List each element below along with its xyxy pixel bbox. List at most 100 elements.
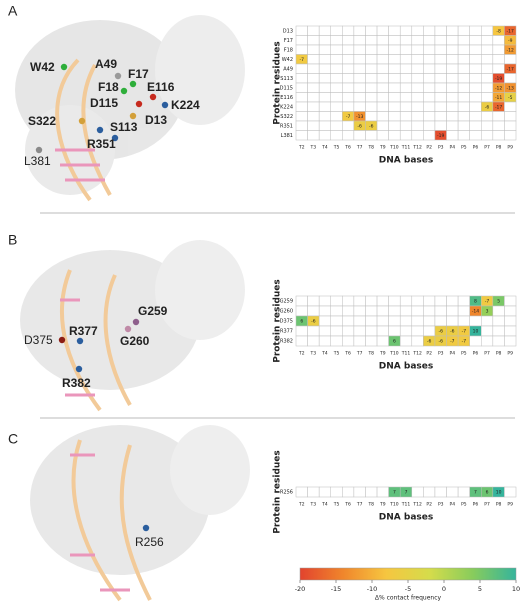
empty-cell [446,73,459,84]
colorbar [299,567,517,581]
residue-dot [60,63,68,71]
empty-cell [399,101,413,112]
empty-cell [411,325,424,337]
empty-cell [423,73,436,84]
empty-cell [399,73,413,84]
empty-cell [434,486,447,498]
empty-cell [446,486,459,498]
empty-cell [434,73,447,84]
empty-cell [295,335,308,347]
x-tick-label: T8 [367,351,374,357]
residue-label: D115 [90,96,118,110]
empty-cell [330,305,343,317]
empty-cell [446,35,459,46]
empty-cell [423,120,436,131]
cell-label: 8 [474,299,477,305]
residue-dot [149,93,157,101]
empty-cell [434,305,447,317]
empty-cell [411,130,424,141]
empty-cell [423,295,436,307]
empty-cell [399,82,413,93]
x-tick-label: T12 [412,145,422,151]
x-tick-label: P4 [450,351,456,357]
empty-cell [365,295,378,307]
empty-cell [423,325,436,337]
empty-cell [469,44,482,55]
empty-cell [330,120,343,131]
empty-cell [492,35,505,46]
empty-cell [330,44,343,55]
cell-label: 5 [497,299,500,305]
panel-label: C [8,431,18,447]
empty-cell [388,63,401,74]
empty-cell [376,101,389,112]
residue-label: R256 [135,535,164,549]
empty-cell [481,335,494,347]
empty-cell [388,35,401,46]
y-tick-label: A49 [283,66,293,72]
empty-cell [481,92,494,103]
empty-cell [399,305,413,317]
x-tick-label: P6 [473,502,479,508]
y-tick-label: L381 [281,133,293,139]
empty-cell [492,315,505,327]
empty-cell [388,111,401,122]
x-tick-label: T4 [321,502,328,508]
residue-label: F18 [98,80,119,94]
x-tick-label: T8 [367,145,374,151]
x-tick-label: T10 [389,502,399,508]
y-tick-label: D375 [280,319,293,325]
empty-cell [318,35,331,46]
empty-cell [330,73,343,84]
empty-cell [504,101,517,112]
cell-label: 6 [300,319,303,325]
residue-label: G260 [120,334,150,348]
x-tick-label: T2 [298,145,305,151]
empty-cell [423,111,436,122]
empty-cell [469,25,482,36]
empty-cell [330,25,343,36]
empty-cell [492,120,505,131]
residue-dot [35,146,43,154]
cell-label: -11 [495,95,502,101]
cell-label: -6 [311,319,316,325]
empty-cell [457,111,470,122]
empty-cell [342,92,355,103]
empty-cell [365,101,378,112]
y-tick-label: F18 [284,47,293,53]
x-tick-label: T3 [310,502,317,508]
empty-cell [318,82,331,93]
colorbar-tick-label: 5 [478,585,482,593]
empty-cell [434,120,447,131]
empty-cell [330,111,343,122]
empty-cell [307,92,320,103]
empty-cell [481,35,494,46]
empty-cell [504,54,517,65]
panel-label: B [8,232,17,248]
x-tick-label: P9 [507,145,513,151]
cell-label: -6 [427,339,432,345]
empty-cell [469,315,482,327]
cell-label: -9 [508,38,513,44]
cell-label: 10 [473,329,479,335]
empty-cell [295,295,308,307]
empty-cell [388,315,401,327]
residue-dot [111,134,119,142]
cell-label: -12 [495,85,502,91]
empty-cell [434,295,447,307]
empty-cell [376,54,389,65]
empty-cell [504,111,517,122]
empty-cell [492,54,505,65]
empty-cell [423,130,436,141]
empty-cell [504,335,517,347]
empty-cell [481,73,494,84]
cell-label: 7 [393,490,396,496]
empty-cell [353,101,366,112]
empty-cell [434,25,447,36]
empty-cell [318,101,331,112]
empty-cell [365,54,378,65]
empty-cell [399,315,413,327]
empty-cell [434,44,447,55]
x-tick-label: T9 [379,351,386,357]
empty-cell [342,73,355,84]
